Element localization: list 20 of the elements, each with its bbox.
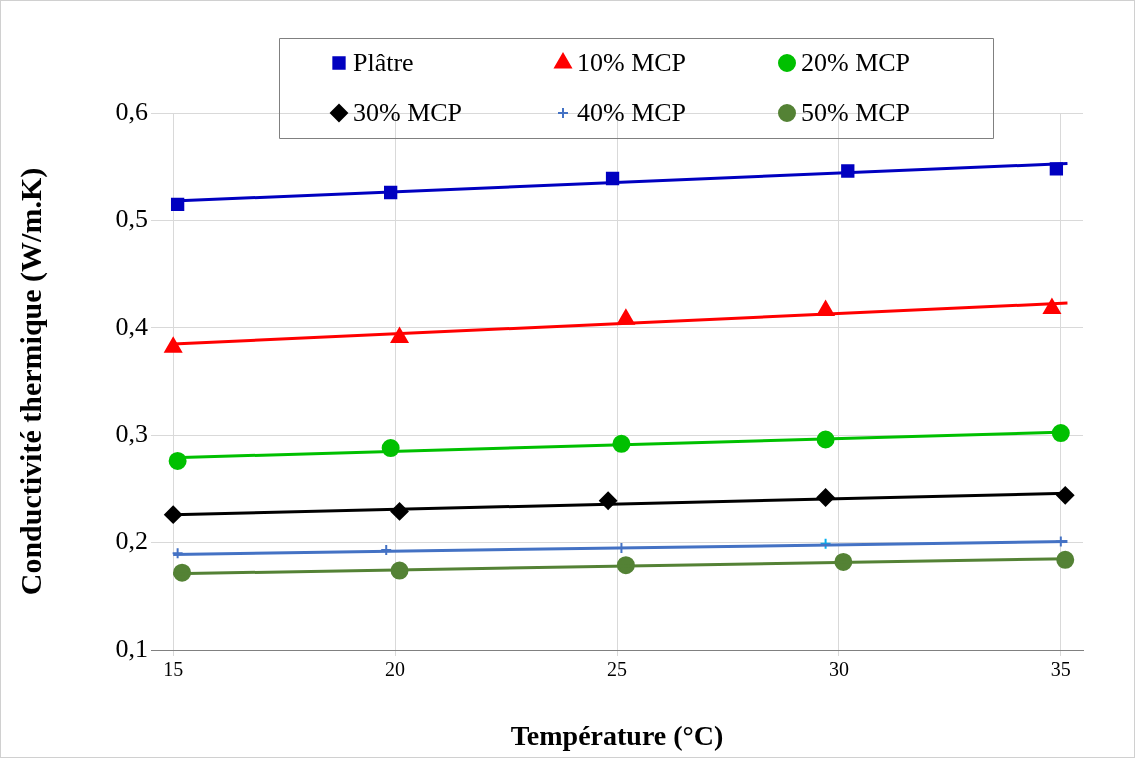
- point: [164, 337, 182, 353]
- x-tick-label: 20: [385, 658, 406, 681]
- y-tick-label: 0,1: [115, 633, 148, 663]
- y-tick-label: 0,3: [115, 419, 148, 449]
- x-tick-label: 35: [1050, 658, 1071, 681]
- legend-label: Plâtre: [353, 47, 414, 77]
- legend-label: 40% MCP: [577, 97, 687, 127]
- legend-label: 20% MCP: [801, 47, 911, 77]
- legend-label: 50% MCP: [801, 97, 911, 127]
- y-tick-label: 0,4: [115, 311, 148, 341]
- x-axis-title: Température (°C): [510, 720, 724, 752]
- y-tick-label: 0,6: [115, 96, 148, 126]
- y-tick-label: 0,5: [115, 204, 148, 234]
- y-axis-title: Conductivité thermique (W/m.K): [13, 167, 48, 596]
- y-tick-label: 0,2: [115, 526, 148, 556]
- legend-label: 10% MCP: [577, 47, 687, 77]
- legend-label: 30% MCP: [353, 97, 463, 127]
- x-tick-label: 25: [607, 658, 627, 681]
- x-tick-label: 30: [828, 658, 849, 681]
- x-tick-label: 15: [163, 658, 184, 681]
